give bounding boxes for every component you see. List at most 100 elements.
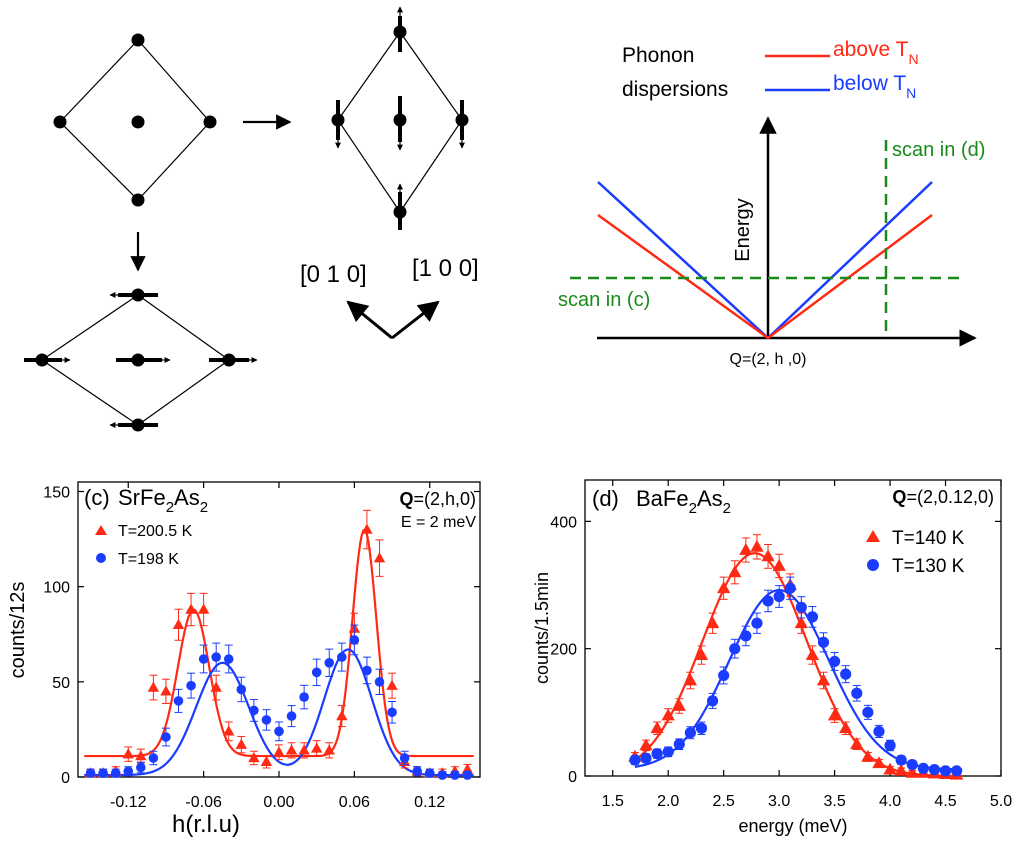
data-point-triangle — [248, 751, 260, 763]
data-point-triangle — [197, 603, 210, 614]
atom — [203, 115, 217, 129]
atom — [53, 115, 67, 129]
data-point-circle — [684, 727, 696, 739]
data-point-circle — [424, 768, 435, 778]
direction-arrow-010 — [346, 300, 393, 340]
x-tick-label: 4.5 — [934, 793, 956, 810]
data-point-triangle — [135, 750, 147, 761]
crystal-direction-arrows: [0 1 0] [1 0 0] — [300, 255, 479, 340]
atom — [131, 288, 145, 302]
data-point-triangle — [639, 738, 653, 751]
data-point-circle — [806, 611, 819, 623]
data-point-triangle — [683, 673, 698, 686]
energy-axis-label: Energy — [732, 198, 754, 261]
data-point-triangle — [794, 616, 808, 629]
data-point-circle — [349, 635, 360, 645]
panel-d-legend-series1: T=140 K — [892, 528, 965, 549]
data-point-triangle — [705, 616, 720, 629]
x-tick-label: 2.5 — [713, 793, 735, 810]
data-point-circle — [198, 654, 209, 664]
data-point-circle — [173, 696, 184, 706]
data-point-triangle — [223, 725, 235, 736]
data-point-circle — [951, 765, 963, 777]
panel-d-frame — [584, 479, 1002, 777]
data-point-triangle — [122, 748, 134, 759]
data-point-circle — [706, 695, 719, 707]
panel-c-material: SrFe2As2 — [118, 485, 208, 516]
data-point-circle — [695, 722, 708, 734]
x-tick-label: 0.00 — [263, 794, 294, 811]
data-point-circle — [829, 655, 841, 668]
panel-c-legend-series2: T=198 K — [118, 551, 179, 568]
x-tick-label: -0.12 — [110, 794, 147, 811]
data-point-triangle — [298, 744, 310, 755]
dispersion-above-tn — [597, 213, 933, 340]
data-point-triangle — [185, 603, 197, 614]
data-point-circle — [851, 687, 863, 699]
y-tick-label: 0 — [568, 769, 577, 786]
panel-c-label: (c) — [84, 485, 110, 510]
x-tick-label: 0.12 — [414, 794, 445, 811]
panel-d-plot-area — [628, 534, 964, 780]
data-point-triangle — [235, 738, 248, 749]
vertical-displacement-cell — [331, 6, 469, 230]
dispersion-title-line1: Phonon — [622, 44, 694, 67]
data-point-circle — [337, 652, 347, 662]
atom — [393, 205, 407, 219]
atom — [331, 113, 345, 127]
data-point-circle — [399, 753, 410, 763]
data-point-triangle — [273, 746, 285, 757]
data-point-circle — [374, 677, 385, 687]
data-point-circle — [311, 667, 322, 678]
data-point-triangle — [905, 765, 919, 778]
data-point-circle — [161, 732, 171, 742]
data-point-triangle — [728, 565, 742, 578]
y-tick-label: 150 — [43, 485, 70, 502]
data-point-circle — [85, 768, 96, 778]
data-point-circle — [249, 705, 259, 716]
panel-d-label: (d) — [592, 486, 619, 511]
data-point-triangle — [461, 763, 474, 774]
q-axis-label: Q=(2, h ,0) — [730, 351, 807, 368]
data-point-triangle — [172, 618, 185, 629]
legend-label-below: below TN — [833, 72, 916, 101]
data-point-circle — [186, 680, 196, 691]
panel-d-material: BaFe2As2 — [636, 486, 731, 517]
panel-d-legend-series2: T=130 K — [892, 556, 965, 577]
fit-curve-1 — [634, 552, 963, 778]
data-point-circle — [136, 762, 146, 773]
x-tick-label: 2.0 — [657, 793, 679, 810]
x-tick-label: 5.0 — [990, 793, 1012, 810]
data-point-circle — [629, 754, 641, 766]
data-point-triangle — [717, 581, 731, 594]
data-point-triangle — [386, 679, 398, 690]
scan-c-label: scan in (c) — [558, 289, 650, 311]
data-point-triangle — [310, 742, 323, 753]
data-point-circle — [286, 711, 297, 721]
data-point-triangle — [260, 755, 273, 766]
data-point-triangle — [147, 681, 160, 692]
data-point-triangle — [661, 708, 675, 721]
x-tick-label: 0.06 — [339, 794, 370, 811]
data-point-circle — [895, 754, 907, 766]
data-point-triangle — [323, 744, 335, 755]
atom — [131, 353, 145, 367]
data-point-triangle — [761, 549, 775, 562]
data-point-circle — [98, 768, 108, 778]
data-point-triangle — [336, 710, 348, 721]
data-point-triangle — [894, 763, 908, 776]
data-point-circle — [261, 715, 272, 725]
data-point-triangle — [861, 749, 875, 762]
panel-c-y-axis-label: counts/12s — [7, 582, 29, 679]
x-tick-label: 4.0 — [879, 793, 901, 810]
data-point-triangle — [816, 673, 831, 686]
data-point-circle — [928, 764, 941, 776]
data-point-circle — [873, 725, 885, 738]
data-point-circle — [884, 739, 896, 752]
dispersion-below-tn — [597, 181, 933, 340]
panel-c-q-label: Q=(2,h,0) — [399, 489, 476, 509]
atom — [393, 113, 407, 127]
data-point-triangle — [772, 558, 786, 571]
data-point-circle — [773, 590, 785, 603]
x-tick-label: 3.0 — [768, 793, 790, 810]
